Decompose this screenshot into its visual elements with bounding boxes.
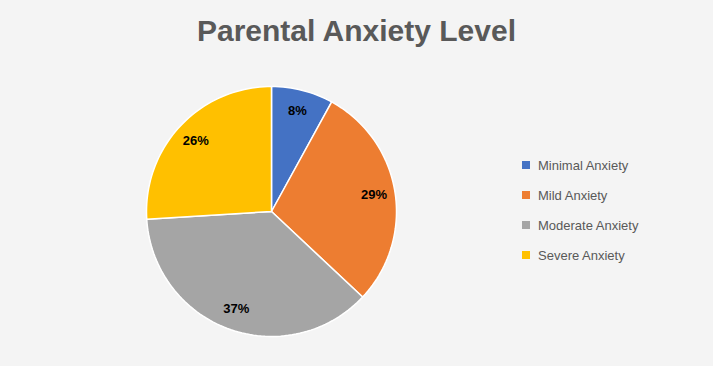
html-text:Severe Anxiety: Severe Anxiety	[538, 247, 625, 263]
html-text:Parental Anxiety Level: Parental Anxiety Level	[197, 14, 516, 47]
svg-text:8%: 8%	[288, 103, 307, 118]
html-text:Mild Anxiety: Mild Anxiety	[538, 187, 608, 203]
svg-text:29%: 29%	[361, 187, 387, 202]
html-text:Minimal Anxiety: Minimal Anxiety	[538, 157, 629, 173]
html-text:Moderate Anxiety: Moderate Anxiety	[538, 217, 639, 233]
svg-text:26%: 26%	[183, 133, 209, 148]
svg-text:37%: 37%	[223, 301, 249, 316]
